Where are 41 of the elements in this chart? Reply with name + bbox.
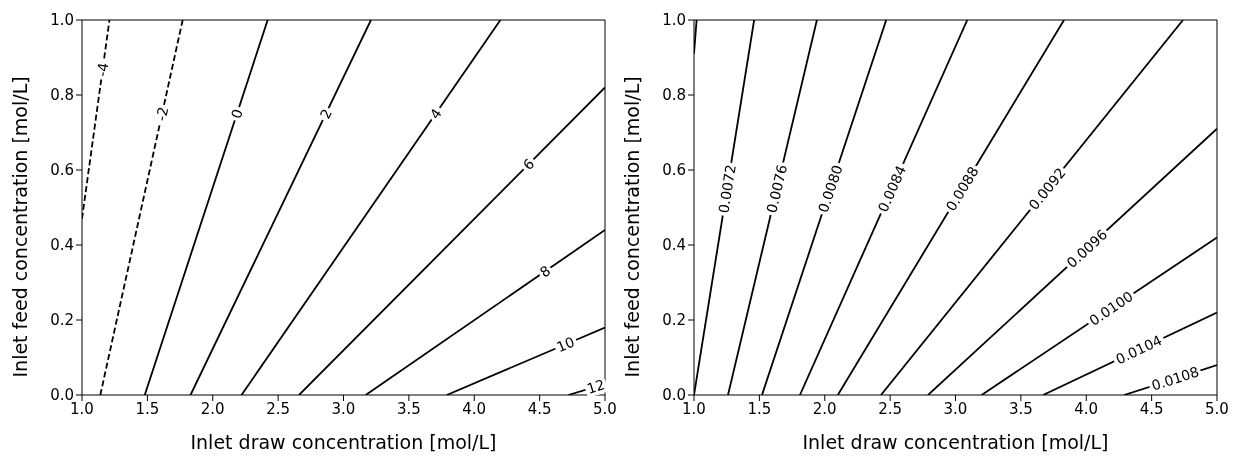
x-tick-label: 1.0: [70, 399, 94, 418]
y-axis-title: Inlet feed concentration [mol/L]: [620, 76, 643, 378]
y-tick-label: 0.4: [662, 236, 686, 255]
y-tick-label: 0.6: [662, 161, 686, 180]
x-tick-label: 4.0: [462, 399, 487, 418]
x-tick-label: 2.0: [200, 399, 225, 418]
text: 0.0108: [1149, 363, 1201, 394]
x-tick-label: 3.5: [1008, 399, 1033, 418]
y-tick-label: 0.2: [50, 311, 74, 330]
y-tick-label: 0.6: [50, 161, 74, 180]
x-tick-label: 1.5: [135, 399, 160, 418]
x-axis-title: Inlet draw concentration [mol/L]: [802, 431, 1109, 453]
x-tick-label: 2.0: [812, 399, 837, 418]
y-axis-title: Inlet feed concentration [mol/L]: [8, 76, 31, 378]
text: 2: [316, 106, 335, 122]
x-tick-label: 3.5: [396, 399, 421, 418]
x-tick-label: 4.0: [1074, 399, 1099, 418]
text: -2: [152, 105, 172, 123]
text: 10: [554, 333, 577, 356]
x-tick-label: 1.0: [682, 399, 706, 418]
x-tick-label: 2.5: [266, 399, 291, 418]
y-tick-label: 1.0: [662, 11, 686, 30]
x-tick-label: 5.0: [593, 399, 617, 418]
x-tick-label: 2.5: [878, 399, 903, 418]
x-axis-title: Inlet draw concentration [mol/L]: [190, 431, 497, 453]
text: 8: [536, 262, 554, 281]
text: 0.0076: [763, 162, 791, 215]
x-tick-label: 4.5: [527, 399, 552, 418]
y-tick-label: 0.8: [50, 86, 74, 105]
text: 0: [227, 107, 246, 121]
x-tick-label: 4.5: [1139, 399, 1164, 418]
y-tick-label: 1.0: [50, 11, 74, 30]
text: 0.0072: [715, 163, 739, 215]
text: -4: [93, 61, 112, 78]
y-tick-label: 0.8: [662, 86, 686, 105]
y-tick-label: 0.2: [662, 311, 686, 330]
y-tick-label: 0.4: [50, 236, 74, 255]
x-tick-label: 3.0: [943, 399, 968, 418]
x-tick-label: 5.0: [1205, 399, 1229, 418]
x-tick-label: 3.0: [331, 399, 356, 418]
x-tick-label: 1.5: [747, 399, 772, 418]
